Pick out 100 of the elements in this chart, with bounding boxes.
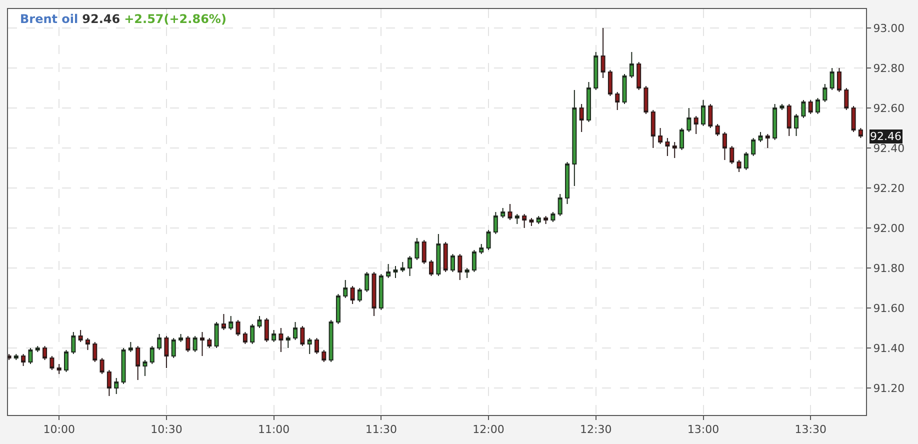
- candlestick: [730, 146, 734, 164]
- candlestick: [836, 68, 842, 92]
- candlestick: [236, 320, 240, 336]
- candlestick: [786, 104, 792, 136]
- candlestick: [615, 92, 620, 110]
- candlestick: [772, 104, 778, 140]
- chart-title: Brent oil: [20, 12, 78, 26]
- candlestick: [858, 128, 863, 138]
- candlestick: [336, 294, 340, 324]
- candlestick: [514, 214, 520, 224]
- candlestick: [242, 332, 248, 344]
- candlestick: [42, 346, 48, 360]
- candlestick: [429, 260, 434, 276]
- candlestick: [450, 254, 455, 272]
- candlestick: [171, 338, 176, 358]
- candlestick: [722, 132, 727, 160]
- candlestick: [794, 114, 799, 136]
- candlestick: [708, 104, 713, 128]
- candlestick: [14, 354, 18, 360]
- candlestick: [830, 68, 834, 90]
- candlestick: [378, 274, 384, 310]
- y-tick-label: 91.80: [873, 262, 905, 275]
- candlestick: [816, 98, 820, 114]
- candlestick: [78, 330, 83, 342]
- candlestick: [744, 152, 748, 170]
- x-tick-label: 10:30: [150, 423, 182, 436]
- candlestick: [565, 162, 570, 204]
- candlestick: [536, 216, 541, 224]
- candlestick: [386, 264, 391, 278]
- candlestick: [350, 286, 355, 304]
- candlestick: [300, 326, 305, 346]
- candlestick: [314, 338, 320, 354]
- candlestick: [357, 288, 362, 302]
- candlestick: [56, 364, 62, 374]
- text: 92.46: [870, 130, 902, 143]
- annotation: 92.46: [82, 12, 120, 26]
- candlestick: [622, 74, 627, 104]
- candlestick: [28, 348, 33, 364]
- candlestick: [464, 268, 470, 278]
- candlestick: [100, 358, 104, 374]
- candlestick: [85, 338, 90, 350]
- candlestick: [364, 272, 370, 292]
- candlestick: [136, 346, 140, 380]
- candlestick: [393, 266, 398, 278]
- candlestick: [221, 314, 226, 330]
- x-tick-label: 10:00: [43, 423, 75, 436]
- candlestick: [343, 280, 348, 298]
- candlestick: [608, 70, 612, 96]
- candlestick: [522, 214, 527, 228]
- candlestick: [250, 324, 255, 344]
- candlestick: [207, 338, 212, 348]
- candlestick: [322, 350, 326, 362]
- candlestick: [64, 350, 68, 372]
- candlestick: [307, 338, 312, 354]
- candlestick: [672, 142, 677, 158]
- candlestick: [128, 342, 133, 352]
- candlestick: [400, 262, 405, 272]
- candlestick: [715, 124, 720, 136]
- y-tick-label: 93.00: [873, 22, 905, 35]
- y-tick-label: 92.60: [873, 102, 905, 115]
- candlestick: [780, 104, 784, 110]
- candlestick: [801, 100, 806, 118]
- candlestick: [751, 138, 756, 156]
- candlestick: [736, 160, 742, 172]
- candlestick: [443, 242, 448, 272]
- candlestick: [142, 360, 148, 376]
- x-tick-label: 12:30: [580, 423, 612, 436]
- candlestick: [92, 342, 98, 362]
- candlestick: [414, 238, 420, 260]
- candlestick: [106, 370, 112, 396]
- candlestick: [544, 216, 548, 224]
- candlestick: [293, 322, 298, 340]
- candlestick: [157, 334, 162, 350]
- candlestick: [422, 240, 426, 264]
- candlestick: [594, 52, 598, 90]
- candlestick: [579, 104, 584, 132]
- candlestick: [121, 348, 126, 384]
- y-tick-label: 92.20: [873, 182, 905, 195]
- candlestick: [572, 90, 577, 186]
- candlestick: [600, 28, 606, 78]
- candlestick: [700, 100, 706, 126]
- candlestick: [408, 256, 412, 276]
- candlestick: [35, 346, 40, 352]
- candlestick: [278, 328, 284, 352]
- candlestick: [114, 378, 119, 394]
- candlestick: [765, 134, 770, 148]
- x-tick-label: 13:30: [794, 423, 826, 436]
- candlestick: [558, 194, 562, 216]
- candlestick: [214, 322, 219, 348]
- candlestick: [665, 138, 670, 156]
- candlestick: [264, 318, 269, 342]
- candlestick: [644, 86, 648, 114]
- candlestick: [822, 84, 828, 102]
- candlestick: [550, 212, 556, 222]
- candlestick: [529, 218, 534, 226]
- y-tick-label: 92.00: [873, 222, 905, 235]
- candlestick: [680, 128, 684, 150]
- candlestick: [586, 82, 591, 122]
- annotation: +2.57(+2.86%): [124, 12, 226, 26]
- y-tick-label: 92.80: [873, 62, 905, 75]
